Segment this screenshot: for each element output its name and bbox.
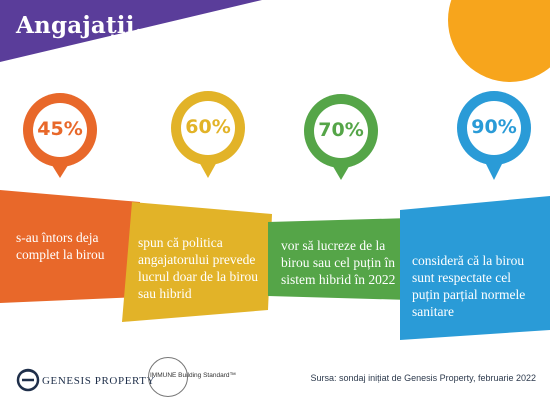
band-yellow [122,202,272,322]
stat-percent-1: 45% [37,118,83,140]
band-blue [400,196,550,340]
pin-orange [23,93,97,178]
stat-text-4: consideră că la birou sunt respectate ce… [412,253,526,319]
pin-blue [457,91,531,180]
stat-text-2: spun că politica angajatorului prevede l… [138,235,258,301]
pin-yellow [171,91,245,178]
genesis-logo-text: GENESIS PROPERTY [42,375,156,387]
stat-percent-4: 90% [471,116,517,138]
source-note: Sursa: sondaj inițiat de Genesis Propert… [310,373,536,383]
title-banner [0,0,262,62]
immune-logo-icon [148,357,188,397]
pin-green [304,94,378,180]
stat-percent-3: 70% [318,119,364,141]
page-title: Angajații... [16,12,160,39]
genesis-logo-icon [16,368,40,392]
band-orange [0,190,140,303]
immune-logo-text: IMMUNE Building Standard™ [150,372,236,379]
stat-percent-2: 60% [185,116,231,138]
orange-circle-decoration [448,0,550,82]
stat-text-1: s-au întors deja complet la birou [16,230,105,262]
band-green [268,218,410,300]
stat-text-3: vor să lucreze de la birou sau cel puțin… [281,238,396,287]
